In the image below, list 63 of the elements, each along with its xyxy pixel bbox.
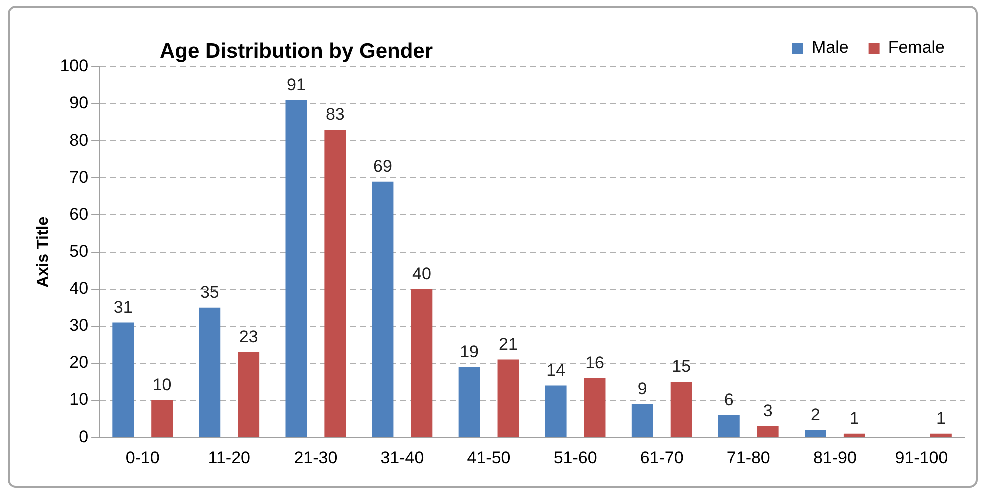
data-label: 1 [936,409,946,428]
bar [152,400,174,438]
bar [324,130,346,438]
y-tick-label: 80 [70,130,89,150]
x-tick-label: 51-60 [554,448,598,468]
data-label: 19 [460,342,479,362]
y-tick-label: 30 [70,316,89,336]
x-tick-label: 71-80 [726,448,770,468]
x-tick-label: 21-30 [294,448,338,468]
bar [844,434,866,438]
bar [411,289,433,438]
x-tick-label: 81-90 [813,448,857,468]
bar [372,182,394,438]
data-label: 6 [724,390,734,410]
bar [632,404,654,438]
data-label: 3 [763,402,773,421]
bar [930,434,952,438]
y-tick-label: 60 [70,204,89,224]
bar [718,415,740,438]
data-label: 21 [499,334,518,354]
y-tick-label: 10 [70,390,89,410]
x-tick-label: 41-50 [467,448,511,468]
data-label: 2 [810,405,820,424]
bar [199,308,221,438]
x-tick-label: 11-20 [208,448,250,468]
bar [545,386,567,438]
y-tick-label: 50 [70,242,89,261]
x-tick-label: 31-40 [380,448,424,468]
x-tick-label: 0-10 [126,448,160,468]
data-label: 9 [638,379,648,398]
data-label: 16 [586,353,604,372]
x-tick-label: 91-100 [895,448,948,468]
data-label: 35 [200,283,220,302]
data-label: 31 [114,298,133,317]
bar [757,426,779,438]
y-tick-label: 20 [70,353,89,372]
y-axis-title: Axis Title [35,216,52,288]
data-label: 69 [374,157,392,176]
legend-label: Male [812,38,849,58]
y-tick-label: 90 [70,94,89,113]
bar [112,322,134,438]
x-tick-label: 61-70 [640,448,684,468]
chart-title: Age Distribution by Gender [160,40,434,64]
data-label: 91 [286,76,306,95]
bar [584,378,606,438]
bar [805,430,826,438]
bar [670,382,692,438]
bar [458,367,480,438]
bar [238,352,260,438]
data-label: 14 [546,360,566,380]
bar [498,360,520,438]
bar [286,100,308,438]
data-label: 83 [326,105,345,124]
data-label: 23 [239,328,258,347]
data-label: 10 [152,376,172,395]
legend-label: Female [888,38,945,58]
y-tick-label: 70 [70,168,89,187]
data-label: 40 [412,264,432,284]
data-label: 1 [850,409,860,428]
y-tick-label: 100 [60,56,89,76]
y-tick-label: 40 [70,279,89,298]
y-tick-label: 0 [79,427,89,446]
data-label: 15 [672,357,692,376]
